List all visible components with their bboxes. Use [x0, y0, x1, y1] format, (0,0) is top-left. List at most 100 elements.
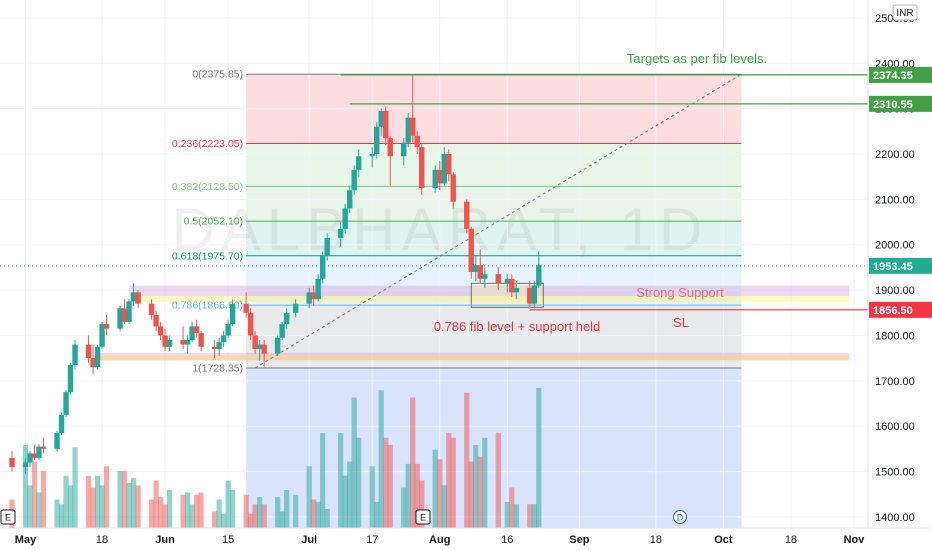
lower-support-zone: [97, 354, 850, 361]
candle-body: [387, 138, 393, 157]
x-tick-label: 17: [366, 534, 378, 546]
y-tick-label: 1600.00: [875, 421, 915, 433]
candle-body: [67, 364, 74, 393]
volume-bar: [293, 494, 299, 528]
candle-body: [229, 303, 236, 325]
volume-bar: [31, 461, 38, 528]
candle-body: [306, 292, 312, 304]
candle-body: [437, 169, 443, 184]
fib-levels[interactable]: 0(2375.85) 0.236(2223.05) 0.382(2128.50) 0.…: [0, 69, 868, 375]
fib-level-label: 0.5(2052.10): [184, 216, 244, 228]
candle-body: [180, 340, 186, 345]
candle-body: [198, 333, 204, 347]
volume-bar: [212, 511, 218, 528]
target-price-tag-0-bg: [869, 66, 932, 83]
volume-bar: [126, 482, 132, 528]
y-tick-label: 1400.00: [875, 512, 915, 524]
fib-level-label: 0.236(2223.05): [172, 138, 243, 150]
candle-body: [85, 344, 92, 359]
fib-level-label: 0.382(2128.50): [172, 181, 243, 193]
candle-body: [292, 303, 299, 313]
candle-body: [324, 237, 330, 257]
volume-bar: [148, 499, 155, 528]
volume-bars: [9, 387, 542, 528]
volume-bar: [513, 504, 519, 528]
candle-body: [337, 228, 344, 238]
candle-body: [405, 117, 411, 143]
volume-bar: [252, 504, 258, 528]
y-tick-label: 1800.00: [875, 330, 915, 342]
volume-bar: [338, 433, 344, 528]
volume-bar: [40, 471, 47, 528]
volume-bar: [504, 501, 510, 528]
candle-body: [157, 326, 164, 336]
candle-body: [256, 344, 263, 350]
fib-trend-line: [254, 73, 742, 369]
volume-bar: [477, 456, 483, 528]
candle-body: [383, 110, 389, 139]
x-tick-label: Sep: [569, 534, 589, 546]
strong-support-annotation: Strong Support: [636, 285, 724, 300]
volume-bar: [324, 509, 330, 528]
y-tick-label: 2000.00: [875, 240, 915, 252]
volume-bar: [121, 471, 128, 528]
volume-bar: [311, 499, 317, 528]
volume-bar: [315, 501, 321, 528]
x-tick-label: Nov: [844, 534, 866, 546]
candle-body: [369, 153, 375, 157]
volume-bar: [527, 504, 533, 528]
y-tick-label: 1500.00: [875, 467, 915, 479]
candle-body: [446, 153, 452, 175]
volume-bar: [180, 494, 186, 528]
volume-bar: [419, 480, 425, 528]
volume-bar: [130, 478, 137, 528]
volume-bar: [94, 475, 101, 528]
fib-band: [246, 221, 742, 256]
volume-bar: [410, 397, 416, 528]
volume-bar: [401, 487, 407, 528]
fib-band: [246, 143, 742, 187]
candle-body: [99, 324, 105, 347]
fib-level-label: 0.786(1866.90): [172, 300, 243, 312]
volume-bar: [369, 466, 375, 528]
fib-level-label: 0(2375.85): [192, 69, 243, 81]
candle-body: [513, 287, 519, 293]
x-axis[interactable]: May 18 Jun 15 Jul 17 Aug 16 Sep 18 Oct 18 Nov: [0, 527, 932, 550]
candle-body: [58, 414, 65, 434]
candle-body: [450, 174, 456, 202]
volume-bar: [464, 392, 470, 528]
currency-label: INR: [896, 8, 913, 19]
candle-body: [536, 265, 542, 286]
volume-bar: [243, 494, 249, 528]
fib-band: [246, 186, 742, 222]
volume-bar: [72, 447, 78, 528]
y-tick-label: 2200.00: [875, 149, 915, 161]
target-lines[interactable]: [340, 74, 868, 311]
earnings-marker-jul-label: E: [420, 513, 426, 523]
x-tick-label: 18: [650, 534, 662, 546]
candle-body: [477, 265, 483, 279]
candle-body: [261, 344, 267, 354]
candle-body: [31, 453, 38, 458]
candle-body: [432, 169, 438, 189]
candle-body: [315, 278, 321, 300]
volume-bar: [22, 444, 29, 528]
volume-bar: [450, 437, 456, 528]
candle-body: [414, 135, 420, 148]
x-tick-label: Jun: [155, 534, 175, 546]
y-axis[interactable]: 1400.00 1500.00 1600.00 1700.00 1800.00 1900.…: [867, 0, 932, 550]
volume-bar: [284, 490, 290, 528]
volume-bar: [90, 487, 96, 528]
x-tick-label: Oct: [714, 534, 733, 546]
candle-body: [252, 335, 258, 350]
volume-bar: [162, 504, 168, 528]
volume-bar: [473, 444, 479, 528]
candle-body: [211, 346, 218, 350]
candle-body: [310, 292, 317, 300]
volume-bar: [320, 433, 326, 528]
candle-body: [441, 153, 447, 184]
volume-bar: [374, 501, 380, 528]
volume-bar: [99, 485, 105, 528]
